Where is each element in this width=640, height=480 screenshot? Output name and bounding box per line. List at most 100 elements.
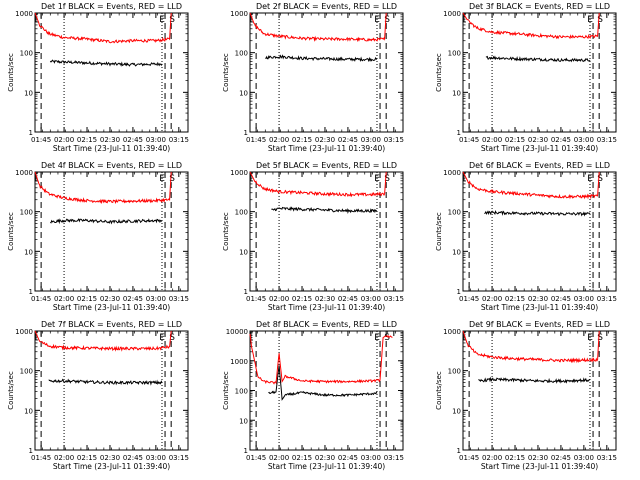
x-tick-label: 03:00 [574,295,594,303]
marker-label-e: E [587,333,593,343]
x-tick-label: 01:45 [459,295,479,303]
y-tick-label: 1000 [230,10,248,18]
panel-det-3: Det 3f BLACK = Events, RED = LLD 1 10 100 10… [435,2,617,153]
x-tick-label: 01:45 [31,136,51,144]
y-tick-label: 10 [239,89,248,97]
marker-label-s: S [384,15,390,25]
x-tick-label: 02:45 [551,295,571,303]
series-events-line [478,376,591,384]
series-lld-line [34,171,172,205]
marker-label-s: S [169,174,175,184]
panel-title: Det 3f BLACK = Events, RED = LLD [469,2,610,11]
y-tick-label: 100 [20,50,33,58]
y-tick-label: 1000 [15,169,33,177]
y-axis-label: Counts/sec [222,212,230,251]
start-bracket-mark [250,172,253,182]
x-tick-label: 01:45 [246,136,266,144]
panel-det-4: Det 4f BLACK = Events, RED = LLD 1 10 100 10… [7,161,189,312]
x-axis-label: Start Time (23-Jul-11 01:39:40) [481,462,598,471]
x-tick-label: 02:15 [292,295,312,303]
y-tick-label: 10 [24,407,33,415]
marker-label-s: S [384,174,390,184]
y-tick-label: 100 [20,368,33,376]
x-tick-label: 03:00 [146,454,166,462]
panel-title: Det 8f BLACK = Events, RED = LLD [256,320,397,329]
y-tick-label: 1000 [15,328,33,336]
panel-det-5: Det 5f BLACK = Events, RED = LLD 1 10 100 10… [222,161,404,312]
x-tick-label: 03:00 [361,454,381,462]
y-tick-label: 1 [244,129,248,137]
x-axis-label: Start Time (23-Jul-11 01:39:40) [268,462,385,471]
x-tick-label: 01:45 [246,295,266,303]
x-tick-label: 02:45 [551,136,571,144]
marker-label-s: S [384,333,390,343]
series-events-line [484,210,591,217]
x-tick-label: 02:30 [528,295,548,303]
x-axis-label: Start Time (23-Jul-11 01:39:40) [53,462,170,471]
x-tick-label: 02:45 [338,136,358,144]
series-events-line [265,54,378,63]
series-events-line [48,378,163,386]
x-tick-label: 02:00 [269,295,289,303]
y-tick-label: 1000 [230,358,248,366]
x-tick-label: 02:30 [315,136,335,144]
x-tick-label: 02:30 [315,454,335,462]
x-tick-label: 02:00 [482,454,502,462]
x-tick-label: 03:00 [146,295,166,303]
x-tick-label: 02:00 [54,295,74,303]
series-lld-line [249,333,393,385]
x-tick-label: 03:00 [574,136,594,144]
start-bracket-mark [35,172,38,182]
panel-det-9: Det 9f BLACK = Events, RED = LLD 1 10 100 10… [435,320,617,471]
panel-title: Det 2f BLACK = Events, RED = LLD [256,2,397,11]
x-tick-label: 02:15 [77,136,97,144]
y-tick-label: 1000 [15,10,33,18]
panel-title: Det 9f BLACK = Events, RED = LLD [469,320,610,329]
y-tick-label: 100 [20,209,33,217]
y-axis-label: Counts/sec [7,212,15,251]
x-tick-label: 02:00 [482,295,502,303]
y-axis-label: Counts/sec [222,371,230,410]
x-tick-label: 02:00 [482,136,502,144]
y-tick-label: 1 [29,288,33,296]
y-tick-label: 100 [448,209,461,217]
start-bracket-mark [35,13,38,23]
x-tick-label: 02:30 [100,136,120,144]
y-tick-label: 10 [24,89,33,97]
x-tick-label: 02:15 [292,136,312,144]
start-bracket-mark [463,13,466,23]
y-tick-label: 1 [244,288,248,296]
y-tick-label: 1000 [443,328,461,336]
x-tick-label: 01:45 [459,454,479,462]
x-tick-label: 01:45 [31,454,51,462]
marker-label-e: E [374,174,380,184]
x-axis-label: Start Time (23-Jul-11 01:39:40) [53,144,170,153]
y-tick-label: 10 [239,417,248,425]
marker-label-e: E [587,174,593,184]
series-lld-line [462,171,600,200]
y-axis-label: Counts/sec [435,371,443,410]
x-tick-label: 03:15 [169,295,189,303]
x-tick-label: 03:15 [597,454,617,462]
series-lld-line [249,171,387,198]
series-events-line [485,55,591,63]
x-tick-label: 03:00 [574,454,594,462]
series-events-line [49,218,163,225]
start-bracket-mark [250,13,253,23]
x-tick-label: 02:15 [77,454,97,462]
series-lld-line [462,12,600,40]
y-tick-label: 10 [452,407,461,415]
panel-title: Det 1f BLACK = Events, RED = LLD [41,2,182,11]
marker-label-s: S [169,333,175,343]
panel-title: Det 4f BLACK = Events, RED = LLD [41,161,182,170]
y-tick-label: 10 [452,248,461,256]
series-events-line [271,206,378,214]
x-axis-label: Start Time (23-Jul-11 01:39:40) [268,303,385,312]
y-tick-label: 10 [239,248,248,256]
x-tick-label: 02:45 [338,295,358,303]
marker-label-s: S [169,15,175,25]
x-tick-label: 02:45 [123,295,143,303]
series-lld-line [34,330,172,352]
